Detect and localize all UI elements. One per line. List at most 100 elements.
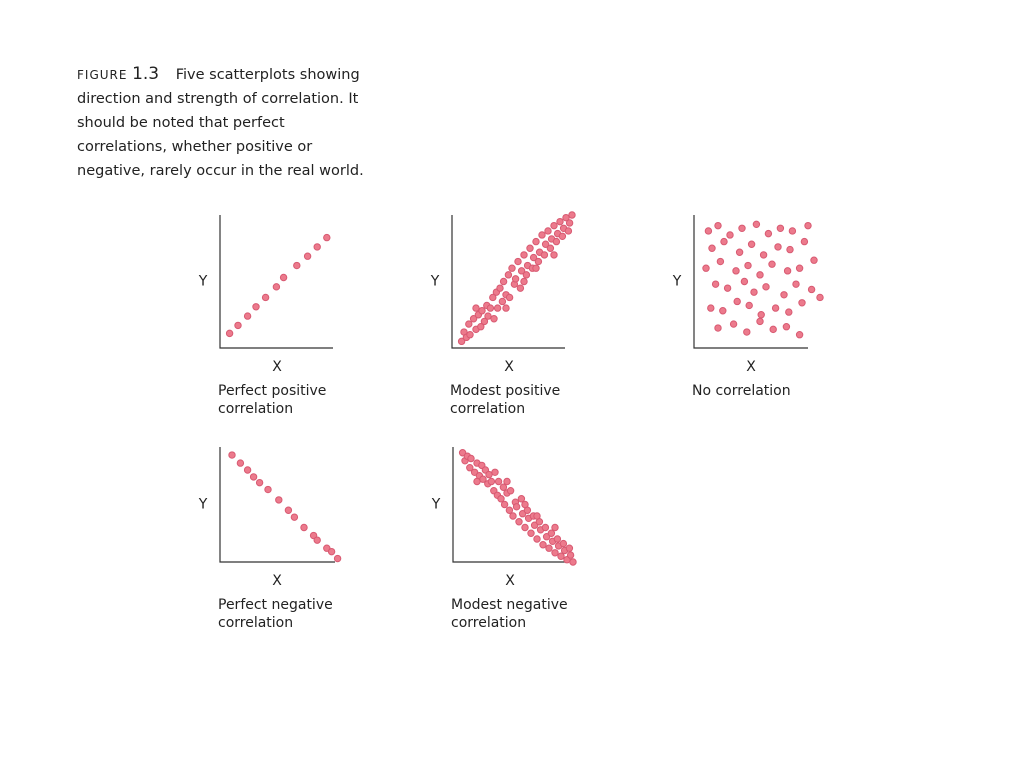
scatter-point [509,512,517,520]
scatter-point [236,459,245,467]
scatter-point [477,323,485,331]
scatter-point [511,275,520,283]
scatter-point [774,243,782,251]
scatter-point [520,251,528,259]
scatter-point [466,464,474,472]
scatter-point [733,297,741,306]
scatter-point [486,304,495,312]
scatter-point [255,478,264,487]
axis [219,447,335,563]
y-axis-label: Y [198,497,208,513]
scatter-point [788,227,797,235]
scatter-point [792,280,800,288]
scatter-point [551,549,559,557]
scatter-point [261,293,270,302]
scatter-point [293,261,301,270]
scatter-point [243,466,252,474]
scatter-point [284,506,293,514]
scatter-point [747,240,756,248]
scatter-point [234,321,242,330]
scatter-point [522,271,531,279]
scatter-point [545,544,553,552]
scatter-point [473,477,481,486]
scatter-point [290,513,299,521]
scatter-point [469,315,478,323]
x-axis-label: X [746,359,756,375]
scatter-point [714,221,722,230]
y-axis-label: Y [431,497,441,513]
scatter-point [502,304,510,312]
scatter-point [729,320,738,328]
scatter-point [303,252,312,260]
scatter-point [756,317,764,326]
axis [451,215,565,349]
scatter-point [546,244,555,252]
scatter-point [485,470,493,479]
scatter-point [702,264,710,272]
scatter-point [550,251,558,259]
scatter-point [532,264,540,272]
scatter-point [521,500,529,509]
chart-title: Modest positive correlation [450,383,561,417]
caption-number: 1.3 [132,64,160,84]
caption-label: FIGURE [77,68,128,82]
scatter-point [550,221,558,230]
scatter-point [756,271,764,279]
scatter-point [786,245,794,254]
x-axis-label: X [272,359,282,375]
scatter-point [508,264,516,272]
scatter-point [498,297,507,306]
scatter-point [738,224,746,233]
scatter-point [517,267,526,275]
scatter-point [275,496,283,504]
x-axis-label: X [505,573,515,589]
chart-title: Modest negative correlation [451,597,568,631]
scatter-point [497,495,505,503]
scatter-point [499,277,508,286]
scatter-point [565,544,574,552]
axis [693,215,808,349]
chart-title: Perfect negative correlation [218,597,333,631]
scatter-point [750,288,758,296]
scatter-point [541,523,550,532]
scatter-point [776,224,785,233]
y-axis-label: Y [198,274,208,290]
scatter-point [521,523,529,532]
scatter-point [764,229,773,238]
figure-caption: FIGURE 1.3 Five scatterplots showing dir… [77,62,377,183]
scatter-point [489,293,497,302]
scatter-point [541,240,550,248]
scatter-point [323,233,331,242]
scatter-point [752,220,761,229]
scatter-point [505,293,514,302]
scatter-point [720,237,728,246]
scatter-point [783,267,792,275]
scatter-point [520,277,528,286]
scatter-point [491,468,499,476]
scatter-point [538,231,546,239]
scatter-point [704,227,713,235]
scatter-point [564,227,573,235]
scatter-point [785,308,793,316]
scatter-point [743,328,751,336]
scatter-point [800,237,809,246]
x-axis-label: X [272,573,282,589]
scatter-point [716,257,725,266]
scatter-point [272,283,281,291]
scatter-point [457,337,466,346]
scatter-point [735,248,744,256]
scatter-point [798,299,806,307]
scatter-point [565,219,574,227]
scatter-point [553,535,562,543]
scatter-point [300,523,308,532]
scatter-point [252,303,260,311]
scatter-point [723,284,732,292]
scatter-point [558,232,567,240]
caption-text: Five scatterplots showing direction and … [77,67,364,179]
y-axis-label: Y [672,274,682,290]
scatter-point [816,293,824,302]
scatter-point [552,237,561,246]
x-axis-label: X [504,359,514,375]
scatter-point [465,320,473,328]
scatter-point [559,539,568,548]
